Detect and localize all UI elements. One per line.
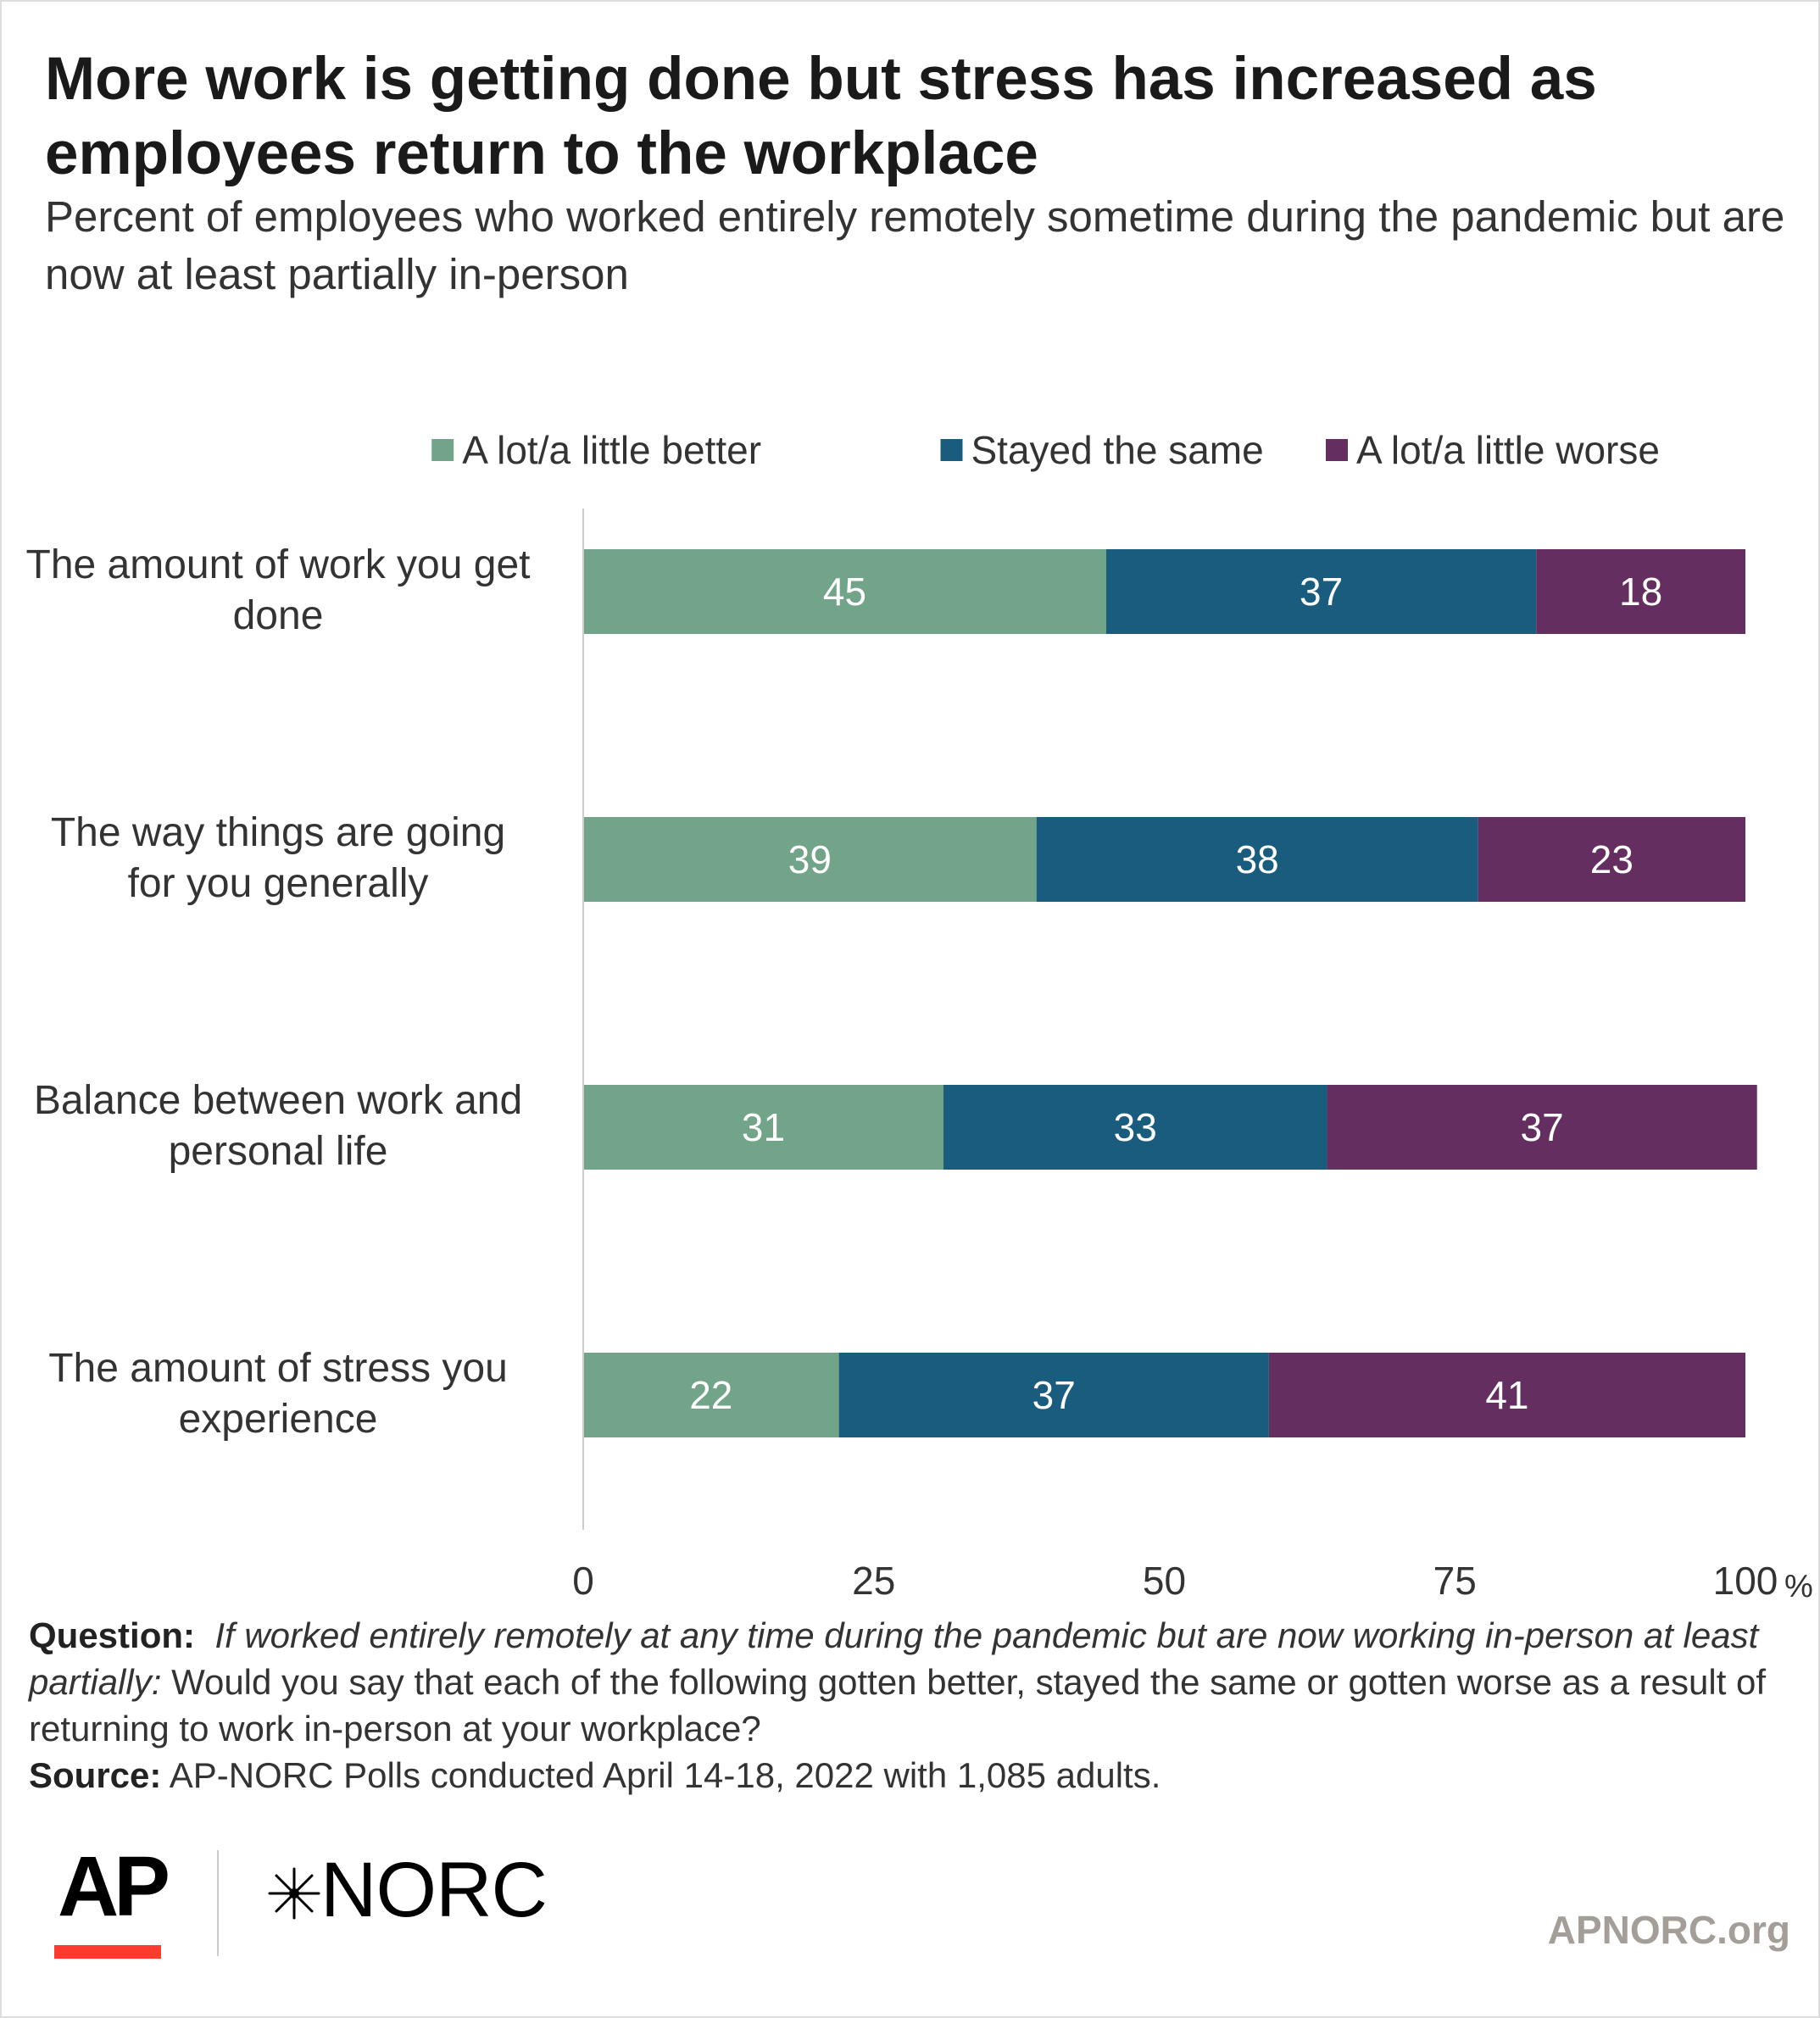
bar-value-label: 23 xyxy=(1590,837,1634,881)
bar-segment xyxy=(583,1353,839,1437)
bar-value-label: 37 xyxy=(1032,1373,1076,1417)
legend-label: Stayed the same xyxy=(971,428,1264,472)
bar-value-label: 22 xyxy=(689,1373,732,1417)
source-note: Source: AP-NORC Polls conducted April 14… xyxy=(29,1752,1784,1798)
bar-value-label: 41 xyxy=(1485,1373,1528,1417)
bar-segment xyxy=(583,549,1106,634)
legend-swatch xyxy=(1326,439,1348,461)
logo-divider xyxy=(217,1850,219,1956)
bar-value-label: 37 xyxy=(1520,1105,1563,1149)
bar-segment xyxy=(1105,549,1537,634)
legend-label: A lot/a little better xyxy=(462,428,761,472)
category-labels: The amount of work you get done The way th… xyxy=(26,542,531,1442)
bar-segment xyxy=(1536,549,1745,634)
chart-legend: A lot/a little better Stayed the same A lo… xyxy=(431,428,1660,472)
stacked-bar-chart: A lot/a little better Stayed the same A lo… xyxy=(26,428,1813,1602)
bar-value-label: 37 xyxy=(1300,570,1343,614)
ap-logo: AP xyxy=(58,1839,170,1934)
question-label: Question: xyxy=(29,1615,195,1655)
bar-value-label: 38 xyxy=(1236,837,1279,881)
bar-segment xyxy=(1478,817,1745,902)
chart-notes: Question: If worked entirely remotely at… xyxy=(29,1612,1784,1798)
x-axis-unit: % xyxy=(1784,1569,1813,1602)
bar-segment xyxy=(583,1085,944,1170)
question-condition: If worked entirely remotely at any time … xyxy=(29,1615,1759,1702)
x-axis: 0 25 50 75 100% xyxy=(572,509,1813,1602)
category-label: The way things are going for you generall… xyxy=(51,810,505,906)
bar-segment xyxy=(943,1085,1327,1170)
bar-value-label: 33 xyxy=(1114,1105,1157,1149)
bar-value-label: 45 xyxy=(823,570,866,614)
legend-swatch xyxy=(940,439,963,461)
legend-label: A lot/a little worse xyxy=(1356,428,1660,472)
norc-star-icon xyxy=(268,1867,320,1920)
question-note: Question: If worked entirely remotely at… xyxy=(29,1612,1784,1752)
bar-segment xyxy=(1327,1085,1757,1170)
bar-segment xyxy=(1268,1353,1745,1437)
bar-area: 45 37 18 39 38 23 31 33 37 22 37 41 xyxy=(583,549,1757,1437)
logo-strip: AP NORC xyxy=(51,1839,644,1971)
category-label: The amount of stress you experience xyxy=(48,1346,508,1442)
bar-value-label: 18 xyxy=(1619,570,1662,614)
bar-value-label: 31 xyxy=(742,1105,785,1149)
bar-value-label: 39 xyxy=(788,837,832,881)
site-url: APNORC.org xyxy=(1547,1908,1790,1952)
bar-segment xyxy=(583,817,1037,902)
x-tick-label: 0 xyxy=(572,1559,594,1602)
legend-swatch xyxy=(431,439,454,461)
norc-logo: NORC xyxy=(320,1847,548,1933)
source-text: AP-NORC Polls conducted April 14-18, 202… xyxy=(169,1755,1161,1795)
chart-title: More work is getting done but stress has… xyxy=(45,46,1597,187)
bar-segment xyxy=(1036,817,1478,902)
category-label: Balance between work and personal life xyxy=(34,1078,522,1174)
category-label: The amount of work you get done xyxy=(26,542,531,638)
question-text: Would you say that each of the following… xyxy=(29,1662,1767,1748)
x-tick-label: 75 xyxy=(1433,1559,1477,1602)
x-tick-label: 25 xyxy=(852,1559,895,1602)
chart-subtitle: Percent of employees who worked entirely… xyxy=(45,192,1785,298)
ap-logo-underline xyxy=(54,1945,161,1959)
x-tick-label: 50 xyxy=(1143,1559,1186,1602)
x-tick-label: 100 xyxy=(1713,1559,1778,1602)
bar-segment xyxy=(838,1353,1269,1437)
source-label: Source: xyxy=(29,1755,162,1795)
